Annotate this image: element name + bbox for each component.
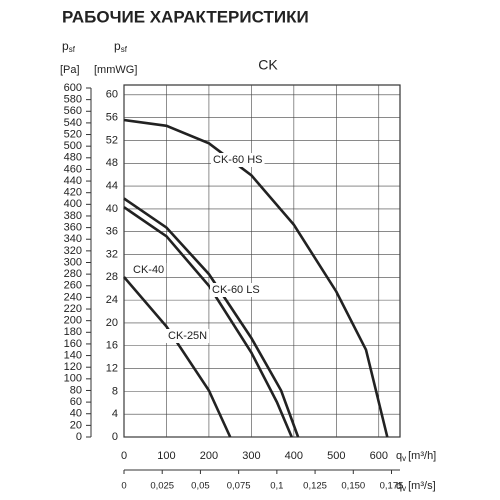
y-tick-label: 440: [64, 175, 82, 187]
y-tick-label: 60: [70, 396, 82, 408]
symbol: p: [114, 39, 121, 53]
x2-tick-label: 0,1: [270, 481, 283, 492]
y-tick-label: 280: [64, 268, 82, 280]
label-bg: [166, 329, 210, 343]
y-tick-label: 420: [64, 187, 82, 199]
x2-tick-label: 0,075: [227, 481, 251, 492]
y2-tick-label: 4: [112, 408, 118, 420]
label-bg: [211, 153, 265, 167]
y-tick-label: 260: [64, 280, 82, 292]
x-tick-label: 100: [157, 450, 175, 462]
page-title: РАБОЧИЕ ХАРАКТЕРИСТИКИ: [62, 7, 309, 26]
y2-tick-label: 60: [106, 89, 118, 101]
y-axis-unit: [Pa]: [60, 64, 80, 76]
x2-tick-label: 0,05: [191, 481, 210, 492]
y-tick-label: 320: [64, 245, 82, 257]
x2-tick-label: 0,150: [341, 481, 365, 492]
y2-tick-label: 0: [112, 431, 118, 443]
y-tick-label: 100: [64, 373, 82, 385]
y-tick-label: 580: [64, 94, 82, 106]
y2-tick-label: 36: [106, 226, 118, 238]
x-tick-label: 0: [121, 450, 127, 462]
y2-tick-label: 8: [112, 385, 118, 397]
y2-tick-label: 44: [106, 180, 118, 192]
curve: [123, 197, 300, 438]
y2-tick-label: 32: [106, 248, 118, 260]
x-tick-label: 200: [200, 450, 218, 462]
y-tick-label: 500: [64, 140, 82, 152]
curve-label: CK-40: [133, 264, 164, 276]
y2-tick-label: 20: [106, 317, 118, 329]
curve-label: CK-60 HS: [213, 154, 263, 166]
unit: [m³/h]: [408, 450, 436, 462]
y-axis-symbol: psf: [62, 39, 76, 54]
symbol: p: [62, 39, 69, 53]
unit: [m³/s]: [408, 480, 436, 492]
y-tick-label: 340: [64, 233, 82, 245]
x-tick-label: 500: [327, 450, 345, 462]
curve: [123, 118, 389, 438]
y-tick-label: 0: [76, 431, 82, 443]
curve: [123, 206, 293, 438]
y-tick-label: 480: [64, 152, 82, 164]
y2-tick-label: 24: [106, 294, 118, 306]
subscript: sf: [69, 45, 76, 54]
x-axis-label: qv [m³/h]: [396, 450, 436, 463]
y-tick-label: 240: [64, 291, 82, 303]
y2-tick-label: 52: [106, 134, 118, 146]
x2-tick-label: 0,175: [380, 481, 404, 492]
y-tick-label: 460: [64, 163, 82, 175]
y-tick-label: 220: [64, 303, 82, 315]
label-bg: [210, 283, 262, 297]
x-tick-label: 600: [370, 450, 388, 462]
y2-tick-label: 40: [106, 203, 118, 215]
y-tick-label: 540: [64, 117, 82, 129]
y-tick-label: 80: [70, 384, 82, 396]
curve-label: CK-25N: [168, 330, 207, 342]
y-tick-label: 160: [64, 338, 82, 350]
y2-tick-label: 28: [106, 271, 118, 283]
y-tick-label: 200: [64, 315, 82, 327]
y-tick-label: 180: [64, 326, 82, 338]
y2-tick-label: 48: [106, 157, 118, 169]
y2-tick-label: 56: [106, 112, 118, 124]
symbol: q: [396, 480, 402, 492]
y-tick-label: 20: [70, 419, 82, 431]
x2-tick-label: 0,125: [303, 481, 327, 492]
y-tick-label: 600: [64, 82, 82, 94]
subscript: v: [402, 454, 406, 463]
y-tick-label: 120: [64, 361, 82, 373]
subscript: sf: [121, 45, 128, 54]
y-tick-label: 360: [64, 222, 82, 234]
y-tick-label: 300: [64, 256, 82, 268]
y2-tick-label: 16: [106, 340, 118, 352]
curve: [123, 276, 232, 438]
y-tick-label: 140: [64, 349, 82, 361]
x2-axis-label: qv [m³/s]: [396, 480, 436, 493]
y2-axis-symbol: psf: [114, 39, 128, 54]
y-tick-label: 520: [64, 128, 82, 140]
y-tick-label: 400: [64, 198, 82, 210]
y-tick-label: 380: [64, 210, 82, 222]
symbol: q: [396, 450, 402, 462]
curve-label: CK-60 LS: [212, 284, 260, 296]
y2-axis-unit: [mmWG]: [94, 64, 137, 76]
y2-tick-label: 12: [106, 362, 118, 374]
x2-tick-label: 0,025: [150, 481, 174, 492]
x-tick-label: 300: [242, 450, 260, 462]
chart-title: CK: [258, 57, 278, 73]
y-tick-label: 40: [70, 408, 82, 420]
x-tick-label: 400: [285, 450, 303, 462]
subscript: v: [402, 484, 406, 493]
y-tick-label: 560: [64, 105, 82, 117]
plot-frame: [123, 84, 401, 438]
x2-tick-label: 0: [121, 481, 126, 492]
label-bg: [131, 263, 167, 277]
